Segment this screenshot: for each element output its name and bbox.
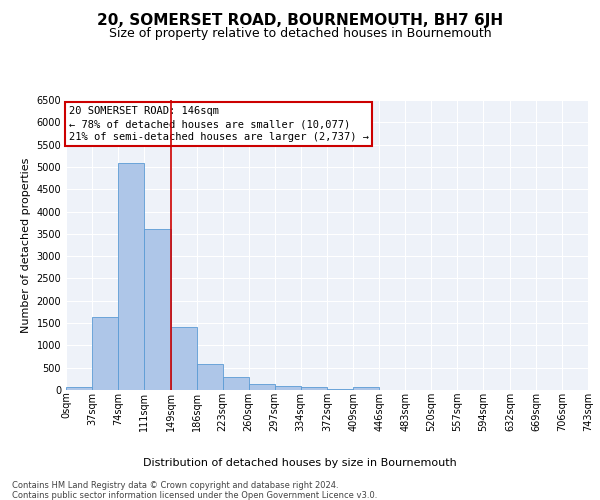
Text: 20 SOMERSET ROAD: 146sqm
← 78% of detached houses are smaller (10,077)
21% of se: 20 SOMERSET ROAD: 146sqm ← 78% of detach… <box>68 106 368 142</box>
Bar <box>66 387 92 390</box>
Text: Contains HM Land Registry data © Crown copyright and database right 2024.: Contains HM Land Registry data © Crown c… <box>12 481 338 490</box>
Bar <box>197 364 223 390</box>
Text: Distribution of detached houses by size in Bournemouth: Distribution of detached houses by size … <box>143 458 457 468</box>
Bar <box>353 388 379 390</box>
Bar <box>118 164 144 390</box>
Bar <box>170 327 197 390</box>
Bar <box>328 388 353 390</box>
Text: Contains public sector information licensed under the Open Government Licence v3: Contains public sector information licen… <box>12 491 377 500</box>
Bar <box>144 230 170 390</box>
Bar <box>301 388 328 390</box>
Bar <box>275 386 301 390</box>
Bar <box>223 377 248 390</box>
Bar <box>248 384 275 390</box>
Text: Size of property relative to detached houses in Bournemouth: Size of property relative to detached ho… <box>109 28 491 40</box>
Bar <box>92 318 118 390</box>
Text: 20, SOMERSET ROAD, BOURNEMOUTH, BH7 6JH: 20, SOMERSET ROAD, BOURNEMOUTH, BH7 6JH <box>97 12 503 28</box>
Y-axis label: Number of detached properties: Number of detached properties <box>21 158 31 332</box>
